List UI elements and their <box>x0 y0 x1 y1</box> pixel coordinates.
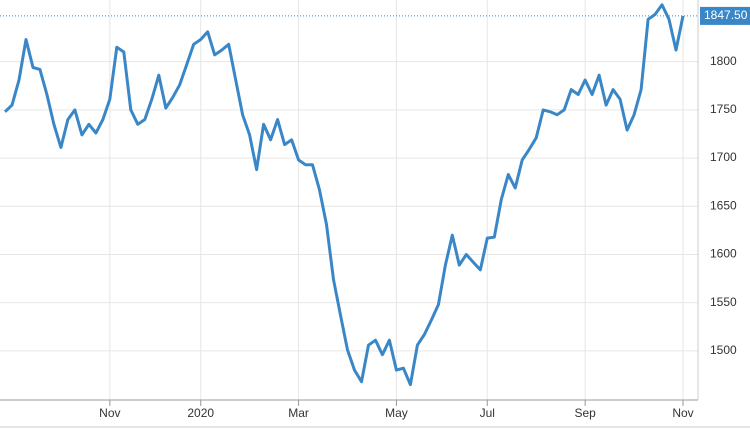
last-price-label: 1847.50 <box>704 8 748 22</box>
x-tick-label: Jul <box>480 406 495 420</box>
x-tick-label: 2020 <box>187 406 214 420</box>
y-tick-label: 1500 <box>710 343 737 357</box>
x-tick-label: Nov <box>99 406 120 420</box>
y-tick-label: 1550 <box>710 295 737 309</box>
last-price-box <box>700 6 750 25</box>
x-tick-label: May <box>385 406 408 420</box>
x-tick-label: Mar <box>288 406 309 420</box>
x-tick-label: Nov <box>672 406 693 420</box>
x-tick-label: Sep <box>574 406 596 420</box>
y-tick-label: 1750 <box>710 102 737 116</box>
price-line <box>3 3 685 387</box>
y-tick-label: 1800 <box>710 54 737 68</box>
y-tick-label: 1650 <box>710 198 737 212</box>
y-tick-label: 1700 <box>710 150 737 164</box>
y-tick-label: 1600 <box>710 247 737 261</box>
